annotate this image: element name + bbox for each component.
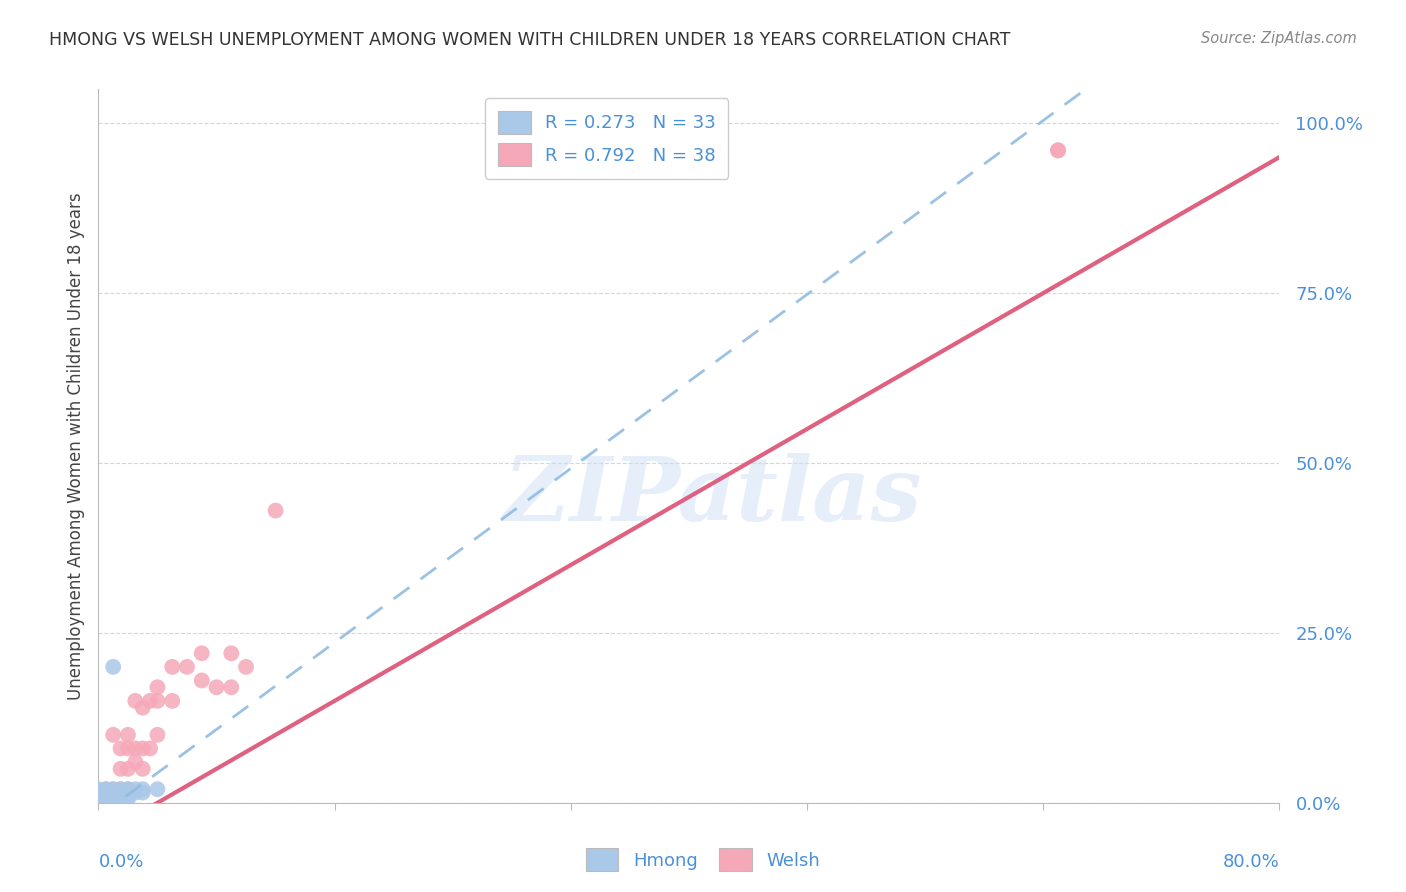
Text: Source: ZipAtlas.com: Source: ZipAtlas.com xyxy=(1201,31,1357,46)
Text: ZIPatlas: ZIPatlas xyxy=(503,453,921,539)
Point xyxy=(87,796,110,810)
Legend: R = 0.273   N = 33, R = 0.792   N = 38: R = 0.273 N = 33, R = 0.792 N = 38 xyxy=(485,98,728,179)
Point xyxy=(94,796,117,810)
Point xyxy=(103,782,125,797)
Point xyxy=(219,646,242,660)
Point xyxy=(110,762,132,776)
Text: 0.0%: 0.0% xyxy=(98,853,143,871)
Point xyxy=(110,789,132,803)
Legend: Hmong, Welsh: Hmong, Welsh xyxy=(579,841,827,879)
Point xyxy=(176,660,198,674)
Point xyxy=(132,782,155,797)
Point xyxy=(87,786,110,800)
Point xyxy=(117,762,139,776)
Point xyxy=(132,700,155,714)
Point xyxy=(1046,144,1069,158)
Point xyxy=(146,694,169,708)
Point xyxy=(87,789,110,803)
Point xyxy=(117,792,139,806)
Point xyxy=(117,782,139,797)
Point xyxy=(117,782,139,797)
Point xyxy=(132,762,155,776)
Point xyxy=(110,786,132,800)
Point xyxy=(219,680,242,694)
Point xyxy=(117,789,139,803)
Point xyxy=(264,503,287,517)
Point xyxy=(87,792,110,806)
Text: 80.0%: 80.0% xyxy=(1223,853,1279,871)
Point xyxy=(110,741,132,756)
Point xyxy=(162,694,183,708)
Point xyxy=(132,786,155,800)
Point xyxy=(146,782,169,797)
Point xyxy=(87,792,110,806)
Point xyxy=(87,789,110,803)
Point xyxy=(103,660,125,674)
Point xyxy=(146,728,169,742)
Point xyxy=(132,741,155,756)
Point xyxy=(117,741,139,756)
Point xyxy=(87,796,110,810)
Point xyxy=(139,694,162,708)
Point xyxy=(191,646,214,660)
Point xyxy=(124,782,146,797)
Point xyxy=(87,782,110,797)
Point xyxy=(1046,144,1069,158)
Point xyxy=(87,789,110,803)
Point xyxy=(124,786,146,800)
Point xyxy=(94,789,117,803)
Point xyxy=(117,786,139,800)
Point xyxy=(103,782,125,797)
Point xyxy=(110,782,132,797)
Point xyxy=(110,782,132,797)
Point xyxy=(110,786,132,800)
Point xyxy=(235,660,257,674)
Text: HMONG VS WELSH UNEMPLOYMENT AMONG WOMEN WITH CHILDREN UNDER 18 YEARS CORRELATION: HMONG VS WELSH UNEMPLOYMENT AMONG WOMEN … xyxy=(49,31,1011,49)
Point xyxy=(94,786,117,800)
Point xyxy=(94,796,117,810)
Point xyxy=(94,792,117,806)
Point xyxy=(162,660,183,674)
Point xyxy=(94,789,117,803)
Point xyxy=(87,796,110,810)
Point xyxy=(103,792,125,806)
Point xyxy=(124,755,146,769)
Point xyxy=(94,782,117,797)
Y-axis label: Unemployment Among Women with Children Under 18 years: Unemployment Among Women with Children U… xyxy=(66,192,84,700)
Point xyxy=(103,728,125,742)
Point xyxy=(146,680,169,694)
Point xyxy=(94,782,117,797)
Point xyxy=(87,786,110,800)
Point xyxy=(103,786,125,800)
Point xyxy=(124,741,146,756)
Point xyxy=(191,673,214,688)
Point xyxy=(117,728,139,742)
Point xyxy=(139,741,162,756)
Point xyxy=(205,680,228,694)
Point xyxy=(103,786,125,800)
Point xyxy=(124,694,146,708)
Point xyxy=(87,796,110,810)
Point xyxy=(103,789,125,803)
